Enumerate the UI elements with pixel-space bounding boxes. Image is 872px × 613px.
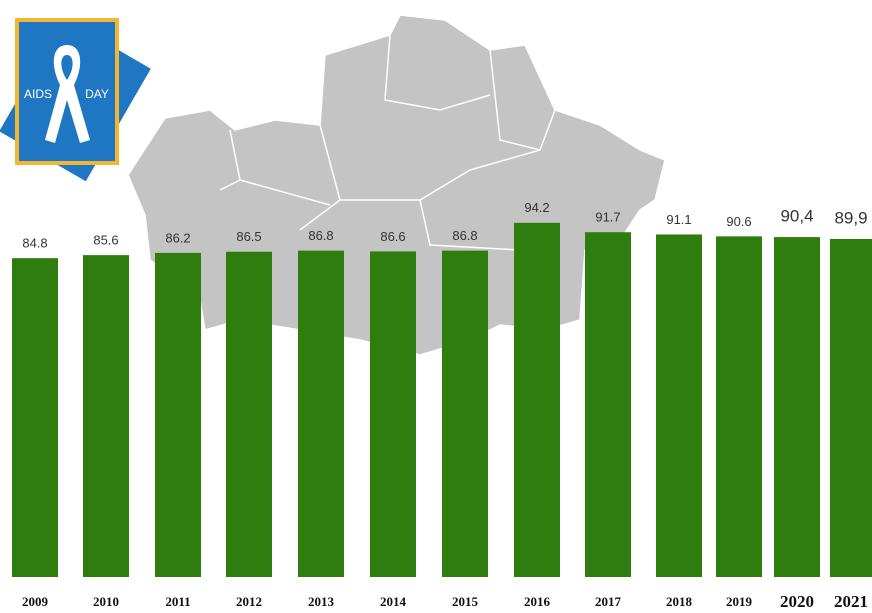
x-tick-label: 2017 bbox=[595, 594, 622, 609]
map-borders bbox=[219, 34, 556, 251]
value-label: 86.6 bbox=[380, 229, 405, 244]
bar bbox=[12, 258, 58, 577]
bar bbox=[83, 255, 129, 578]
bar bbox=[442, 250, 488, 577]
x-tick-label: 2016 bbox=[524, 594, 551, 609]
value-label: 91.7 bbox=[595, 210, 620, 225]
x-tick-label: 2009 bbox=[22, 594, 49, 609]
logo-text: DAY bbox=[85, 87, 109, 101]
value-label: 86.8 bbox=[452, 228, 477, 243]
bar bbox=[656, 234, 702, 578]
x-tick-label: 2012 bbox=[236, 594, 262, 609]
bar bbox=[226, 251, 272, 577]
x-tick-label: 2019 bbox=[726, 594, 753, 609]
x-tick-label: 2018 bbox=[666, 594, 693, 609]
value-label: 91.1 bbox=[666, 212, 691, 227]
bar bbox=[298, 250, 344, 577]
bar bbox=[514, 222, 560, 578]
bar bbox=[830, 238, 872, 577]
x-tick-label: 2010 bbox=[93, 594, 119, 609]
value-label: 86.5 bbox=[236, 229, 261, 244]
value-label: 85.6 bbox=[93, 233, 118, 248]
x-tick-label: 2015 bbox=[452, 594, 479, 609]
logo-text: AIDS bbox=[24, 87, 52, 101]
x-tick-label: 2020 bbox=[780, 592, 814, 611]
x-tick-label: 2013 bbox=[308, 594, 335, 609]
bar bbox=[716, 236, 762, 577]
ribbon bbox=[45, 45, 90, 143]
value-label: 84.8 bbox=[22, 236, 47, 251]
bar bbox=[155, 252, 201, 577]
bar bbox=[774, 237, 820, 577]
value-label: 89,9 bbox=[834, 208, 867, 227]
value-label: 90.6 bbox=[726, 214, 751, 229]
x-tick-label: 2021 bbox=[834, 592, 868, 611]
x-tick-label: 2011 bbox=[165, 594, 190, 609]
bar bbox=[585, 232, 631, 577]
value-label: 90,4 bbox=[780, 207, 813, 226]
value-label: 86.8 bbox=[308, 228, 333, 243]
bar bbox=[370, 251, 416, 577]
value-label: 94.2 bbox=[524, 200, 549, 215]
x-tick-label: 2014 bbox=[380, 594, 407, 609]
value-label: 86.2 bbox=[165, 230, 190, 245]
